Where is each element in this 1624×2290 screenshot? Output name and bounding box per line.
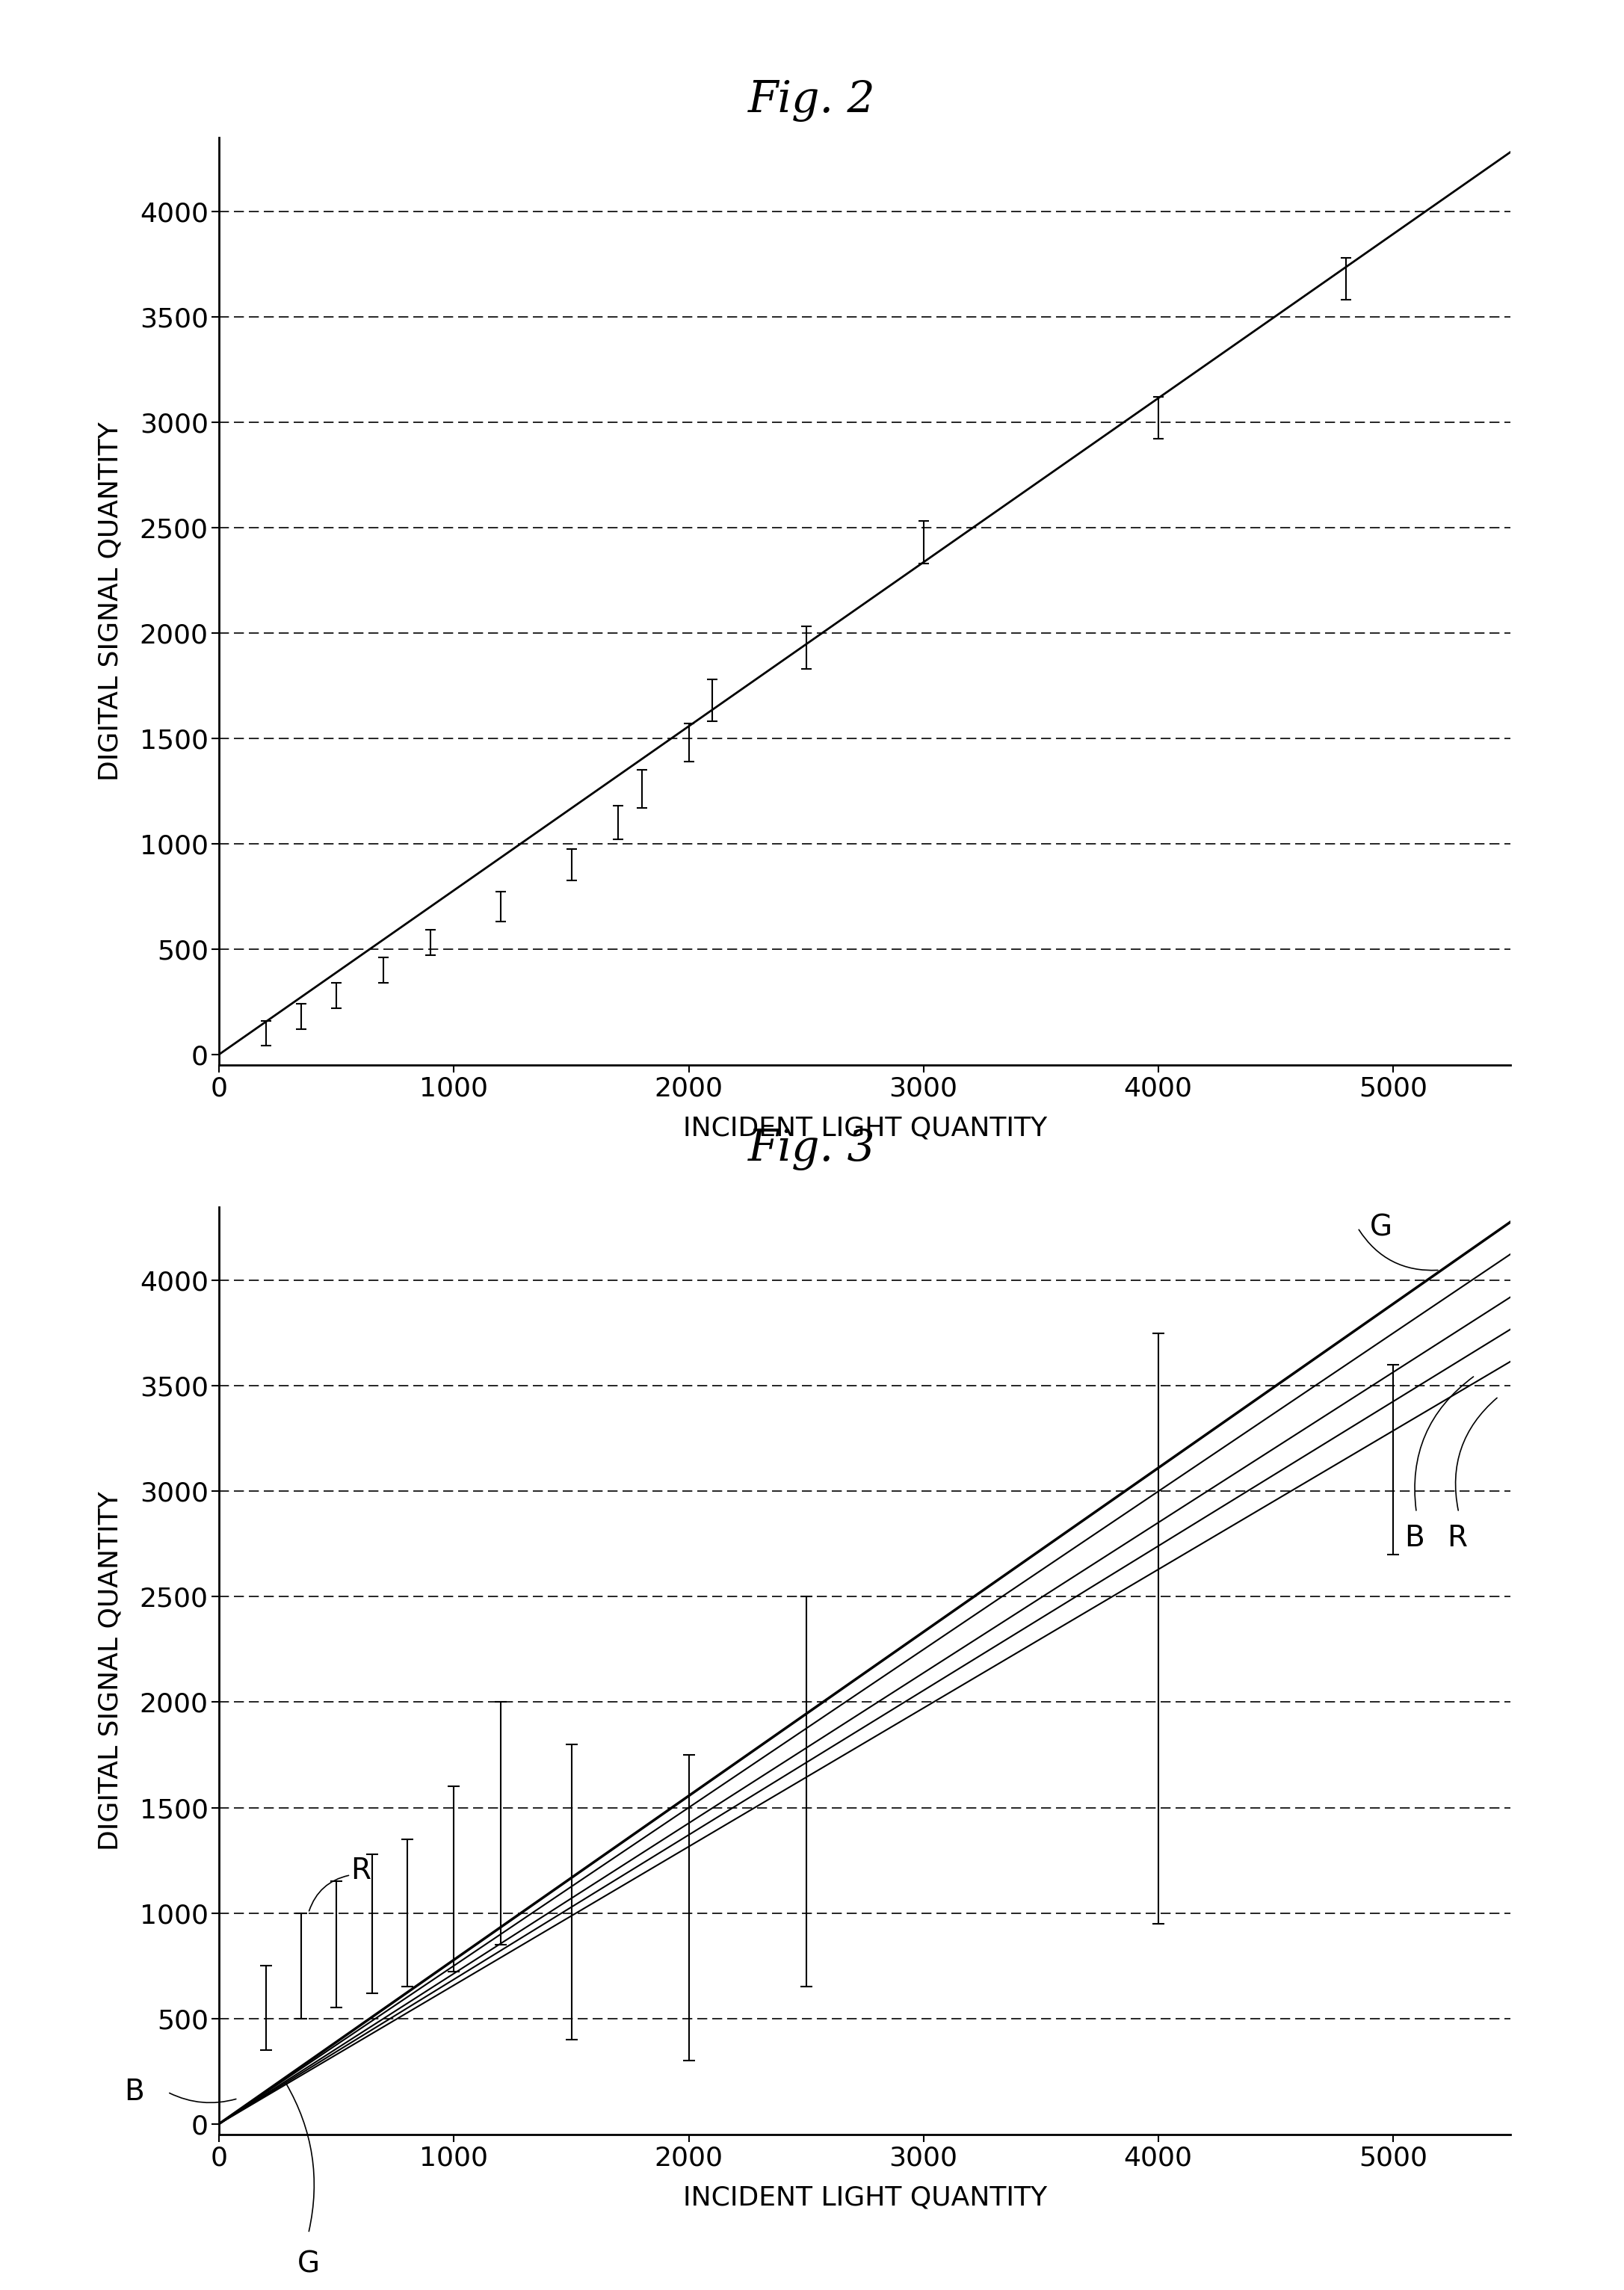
Text: B: B — [123, 2077, 145, 2107]
X-axis label: INCIDENT LIGHT QUANTITY: INCIDENT LIGHT QUANTITY — [682, 2185, 1047, 2210]
Text: G: G — [297, 2251, 320, 2279]
X-axis label: INCIDENT LIGHT QUANTITY: INCIDENT LIGHT QUANTITY — [682, 1115, 1047, 1140]
Text: R: R — [351, 1857, 370, 1885]
Text: B: B — [1405, 1523, 1424, 1553]
Text: Fig. 3: Fig. 3 — [749, 1129, 875, 1170]
Y-axis label: DIGITAL SIGNAL QUANTITY: DIGITAL SIGNAL QUANTITY — [97, 1491, 123, 1850]
Text: Fig. 2: Fig. 2 — [749, 80, 875, 121]
Text: G: G — [1369, 1214, 1392, 1241]
Y-axis label: DIGITAL SIGNAL QUANTITY: DIGITAL SIGNAL QUANTITY — [97, 421, 123, 781]
Text: R: R — [1447, 1523, 1466, 1553]
